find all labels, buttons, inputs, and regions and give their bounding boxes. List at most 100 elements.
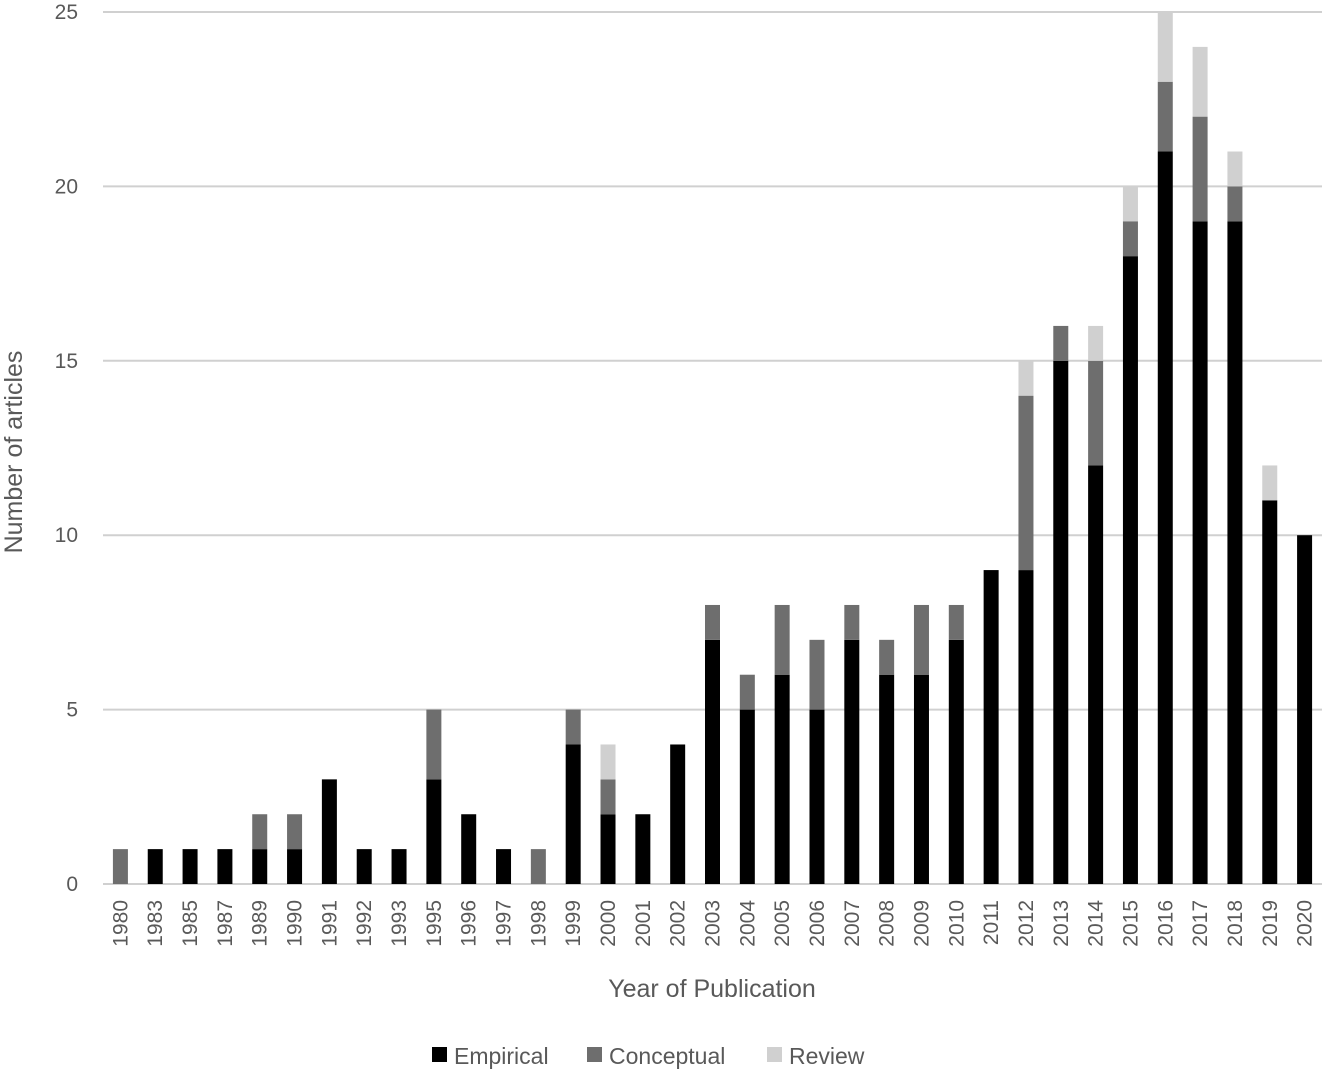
bar-conceptual-2004 bbox=[739, 674, 755, 710]
x-tick-label: 2001 bbox=[632, 900, 655, 947]
bar-conceptual-2000 bbox=[600, 779, 616, 815]
bar-empirical-2010 bbox=[948, 639, 964, 884]
bar-review-2016 bbox=[1157, 12, 1173, 82]
bar-conceptual-1989 bbox=[252, 814, 268, 850]
bar-empirical-2007 bbox=[844, 639, 860, 884]
bar-conceptual-2003 bbox=[705, 604, 720, 640]
x-axis-ticks: 1980 1983 1985 1987 1989 1990 1991 1992 1993 1995… bbox=[109, 900, 1316, 947]
x-tick-label: 2004 bbox=[736, 900, 759, 947]
bar-conceptual-2005 bbox=[774, 604, 790, 675]
x-tick-label: 1987 bbox=[214, 900, 237, 947]
bar-empirical-1991 bbox=[321, 779, 337, 884]
bar-empirical-2001 bbox=[635, 814, 651, 884]
x-tick-label: 2009 bbox=[910, 900, 933, 947]
legend-swatch-review bbox=[767, 1047, 782, 1062]
legend-label-empirical: Empirical bbox=[454, 1043, 549, 1069]
bar-empirical-2008 bbox=[879, 674, 895, 884]
bar-empirical-2000 bbox=[600, 814, 616, 884]
y-tick-label: 0 bbox=[66, 873, 78, 896]
bar-conceptual-2010 bbox=[948, 604, 964, 640]
x-tick-label: 2011 bbox=[980, 900, 1003, 945]
x-tick-label: 2005 bbox=[771, 900, 794, 947]
x-tick-label: 1989 bbox=[249, 900, 272, 947]
bar-empirical-2002 bbox=[670, 744, 686, 884]
x-tick-label: 2003 bbox=[702, 900, 725, 947]
bar-conceptual-2018 bbox=[1227, 186, 1243, 222]
legend-label-review: Review bbox=[789, 1043, 865, 1069]
bar-conceptual-1990 bbox=[287, 814, 303, 850]
bar-empirical-2020 bbox=[1297, 535, 1313, 884]
bar-empirical-1999 bbox=[565, 744, 581, 884]
x-tick-label: 1996 bbox=[458, 900, 481, 947]
bar-empirical-1996 bbox=[461, 814, 477, 884]
bar-empirical-1987 bbox=[217, 849, 233, 884]
bar-review-2018 bbox=[1227, 151, 1243, 187]
legend-swatch-empirical bbox=[432, 1047, 447, 1062]
x-tick-label: 2016 bbox=[1154, 900, 1177, 947]
gridlines bbox=[103, 11, 1322, 885]
x-tick-label: 1997 bbox=[493, 900, 516, 947]
bar-empirical-2011 bbox=[983, 570, 999, 884]
bar-conceptual-2008 bbox=[879, 639, 895, 675]
bar-empirical-2003 bbox=[705, 639, 720, 884]
bar-empirical-2004 bbox=[739, 709, 755, 884]
bar-conceptual-1999 bbox=[565, 709, 581, 745]
bar-conceptual-2012 bbox=[1018, 395, 1034, 571]
bar-empirical-1989 bbox=[252, 849, 268, 884]
bar-empirical-1997 bbox=[496, 849, 512, 884]
x-tick-label: 2008 bbox=[876, 900, 899, 947]
bar-empirical-2012 bbox=[1018, 570, 1034, 884]
bar-review-2014 bbox=[1088, 325, 1104, 361]
bar-conceptual-2017 bbox=[1192, 116, 1208, 222]
bar-review-2012 bbox=[1018, 360, 1034, 396]
x-tick-label: 1983 bbox=[144, 900, 167, 947]
bar-empirical-1985 bbox=[182, 849, 198, 884]
x-tick-label: 2013 bbox=[1050, 900, 1073, 947]
bar-empirical-2005 bbox=[774, 674, 790, 884]
x-tick-label: 2006 bbox=[806, 900, 829, 947]
bar-conceptual-1998 bbox=[530, 849, 546, 884]
y-tick-label: 10 bbox=[55, 524, 78, 547]
x-tick-label: 1990 bbox=[284, 900, 307, 947]
bar-empirical-1983 bbox=[147, 849, 163, 884]
x-tick-label: 2007 bbox=[841, 900, 864, 947]
bar-conceptual-2013 bbox=[1053, 325, 1069, 361]
bar-empirical-2018 bbox=[1227, 221, 1243, 884]
bar-conceptual-2006 bbox=[809, 639, 825, 710]
x-tick-label: 2017 bbox=[1189, 900, 1212, 947]
bar-empirical-1990 bbox=[287, 849, 303, 884]
x-tick-label: 1998 bbox=[527, 900, 550, 947]
bar-empirical-2017 bbox=[1192, 221, 1208, 884]
y-tick-label: 5 bbox=[66, 699, 78, 722]
bar-empirical-1992 bbox=[356, 849, 372, 884]
y-tick-label: 25 bbox=[55, 1, 78, 24]
x-tick-label: 1993 bbox=[388, 900, 411, 947]
y-axis-title: Number of articles bbox=[0, 351, 28, 554]
bar-review-2019 bbox=[1262, 465, 1278, 501]
bar-empirical-1993 bbox=[391, 849, 407, 884]
legend-swatch-conceptual bbox=[587, 1047, 602, 1062]
bar-empirical-2019 bbox=[1262, 500, 1278, 884]
y-axis-ticks: 0 5 10 15 20 25 bbox=[55, 1, 78, 896]
bar-conceptual-2014 bbox=[1088, 360, 1104, 466]
x-tick-label: 1980 bbox=[109, 900, 132, 947]
x-tick-label: 2014 bbox=[1085, 900, 1108, 947]
bar-empirical-2016 bbox=[1157, 151, 1173, 884]
x-tick-label: 2019 bbox=[1259, 900, 1282, 947]
bar-review-2015 bbox=[1122, 186, 1138, 222]
x-tick-label: 2000 bbox=[597, 900, 620, 947]
bar-review-2017 bbox=[1192, 46, 1208, 117]
bars bbox=[112, 12, 1313, 884]
bar-conceptual-1980 bbox=[112, 849, 128, 884]
x-tick-label: 2020 bbox=[1294, 900, 1317, 947]
x-tick-label: 1992 bbox=[353, 900, 376, 947]
bar-empirical-2015 bbox=[1122, 256, 1138, 884]
x-tick-label: 2012 bbox=[1015, 900, 1038, 947]
x-tick-label: 1999 bbox=[562, 900, 585, 947]
x-tick-label: 1985 bbox=[179, 900, 202, 947]
bar-conceptual-2007 bbox=[844, 604, 860, 640]
x-tick-label: 1991 bbox=[318, 900, 341, 947]
legend-label-conceptual: Conceptual bbox=[609, 1043, 725, 1069]
y-tick-label: 15 bbox=[55, 350, 78, 373]
